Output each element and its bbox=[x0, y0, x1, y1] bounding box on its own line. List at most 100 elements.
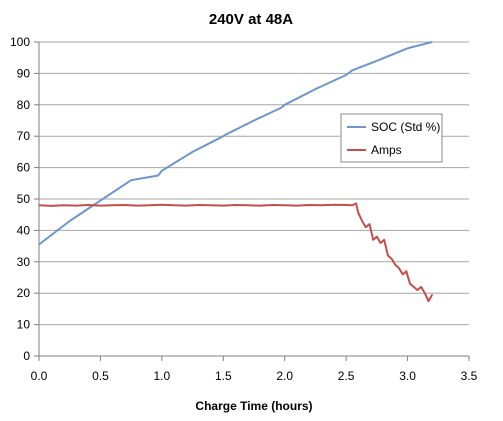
data-point-amps bbox=[409, 283, 411, 285]
data-point-amps bbox=[420, 286, 422, 288]
data-point-amps bbox=[365, 226, 367, 228]
x-tick-label: 3.0 bbox=[399, 369, 416, 383]
data-point-soc-std bbox=[280, 107, 282, 109]
x-tick-label: 0.0 bbox=[31, 369, 48, 383]
chart-title: 240V at 48A bbox=[209, 11, 293, 28]
y-tick-label: 80 bbox=[17, 98, 31, 112]
y-tick-label: 70 bbox=[17, 129, 31, 143]
data-point-amps bbox=[320, 204, 323, 206]
x-axis-label: Charge Time (hours) bbox=[195, 399, 312, 413]
legend-box bbox=[340, 113, 443, 163]
series-line-soc-std bbox=[38, 41, 433, 246]
legend-label-soc-std: SOC (Std %) bbox=[371, 120, 440, 134]
data-point-amps bbox=[351, 204, 353, 206]
data-point-amps bbox=[379, 242, 382, 244]
y-tick-label: 90 bbox=[17, 66, 31, 80]
x-tick-label: 2.5 bbox=[338, 369, 355, 383]
y-tick-label: 40 bbox=[17, 223, 31, 237]
data-point-amps bbox=[361, 220, 363, 222]
data-point-amps bbox=[124, 204, 126, 206]
data-point-amps bbox=[198, 204, 200, 206]
data-point-soc-std bbox=[99, 199, 102, 202]
data-point-amps bbox=[391, 258, 393, 260]
data-point-amps bbox=[416, 289, 418, 291]
y-tick-labels: 0 10 20 30 40 50 60 70 80 90 100 bbox=[10, 35, 30, 363]
data-point-soc-std bbox=[191, 151, 194, 153]
legend: SOC (Std %) Amps bbox=[340, 113, 443, 163]
series-lines bbox=[38, 41, 433, 303]
y-tick-label: 50 bbox=[17, 192, 31, 206]
data-point-amps bbox=[284, 204, 286, 206]
data-point-amps bbox=[355, 202, 357, 204]
data-point-amps bbox=[185, 204, 188, 207]
data-point-soc-std bbox=[69, 220, 71, 222]
data-point-soc-std bbox=[161, 170, 163, 172]
data-point-amps bbox=[62, 204, 65, 206]
data-point-amps bbox=[50, 205, 52, 207]
x-tick-labels: 0.0 0.5 1.0 1.5 2.0 2.5 3.0 3.5 bbox=[31, 369, 478, 383]
data-point-amps bbox=[308, 204, 310, 206]
data-point-amps bbox=[75, 204, 77, 207]
data-point-amps bbox=[296, 204, 298, 207]
data-point-amps bbox=[259, 204, 261, 207]
data-point-amps bbox=[38, 204, 40, 206]
data-point-amps bbox=[210, 204, 212, 206]
data-point-amps bbox=[99, 204, 102, 207]
data-point-soc-std bbox=[225, 134, 227, 136]
data-point-soc-std bbox=[351, 69, 353, 71]
x-tick-label: 1.0 bbox=[154, 369, 171, 383]
y-tick-label: 10 bbox=[17, 318, 31, 332]
data-point-amps bbox=[271, 204, 274, 206]
data-point-soc-std bbox=[38, 243, 40, 246]
data-point-amps bbox=[427, 300, 430, 302]
y-tick-label: 0 bbox=[23, 349, 30, 363]
data-point-amps bbox=[368, 223, 371, 225]
data-point-soc-std bbox=[406, 47, 409, 49]
data-point-amps bbox=[431, 294, 433, 296]
gridlines bbox=[39, 41, 469, 326]
x-tick-label: 3.5 bbox=[461, 369, 478, 383]
data-point-amps bbox=[413, 286, 415, 288]
data-point-amps bbox=[398, 267, 400, 269]
data-point-soc-std bbox=[345, 74, 347, 76]
x-tick-label: 2.0 bbox=[276, 369, 293, 383]
data-point-amps bbox=[424, 292, 426, 294]
data-point-amps bbox=[402, 273, 404, 275]
y-tick-label: 20 bbox=[17, 286, 31, 300]
x-tick-label: 0.5 bbox=[92, 369, 109, 383]
data-point-soc-std bbox=[376, 60, 378, 62]
data-point-amps bbox=[405, 270, 407, 272]
data-point-soc-std bbox=[253, 119, 255, 122]
data-point-soc-std bbox=[157, 174, 159, 177]
data-point-amps bbox=[345, 204, 347, 206]
data-point-amps bbox=[173, 204, 175, 206]
series-line-amps bbox=[38, 202, 433, 303]
data-point-amps bbox=[148, 204, 151, 206]
y-tick-label: 60 bbox=[17, 161, 31, 175]
data-point-amps bbox=[376, 236, 378, 238]
data-point-amps bbox=[383, 239, 385, 241]
data-point-amps bbox=[372, 239, 374, 241]
data-point-amps bbox=[234, 204, 237, 206]
y-tick-label: 100 bbox=[10, 35, 30, 49]
data-point-amps bbox=[357, 212, 360, 214]
data-point-soc-std bbox=[431, 41, 433, 43]
axes bbox=[34, 41, 470, 361]
data-point-amps bbox=[387, 254, 389, 257]
data-point-amps bbox=[87, 204, 89, 206]
data-point-amps bbox=[394, 264, 396, 266]
data-point-amps bbox=[222, 204, 224, 207]
x-tick-label: 1.5 bbox=[215, 369, 232, 383]
data-point-soc-std bbox=[314, 88, 317, 90]
data-point-amps bbox=[247, 204, 249, 206]
data-point-amps bbox=[161, 204, 163, 206]
data-point-amps bbox=[112, 204, 114, 206]
data-point-amps bbox=[136, 204, 138, 207]
y-tick-label: 30 bbox=[17, 255, 31, 269]
data-point-amps bbox=[333, 204, 335, 206]
data-point-soc-std bbox=[284, 104, 286, 106]
legend-label-amps: Amps bbox=[371, 143, 402, 157]
data-point-soc-std bbox=[130, 179, 132, 181]
data-point-soc-std bbox=[222, 135, 224, 137]
